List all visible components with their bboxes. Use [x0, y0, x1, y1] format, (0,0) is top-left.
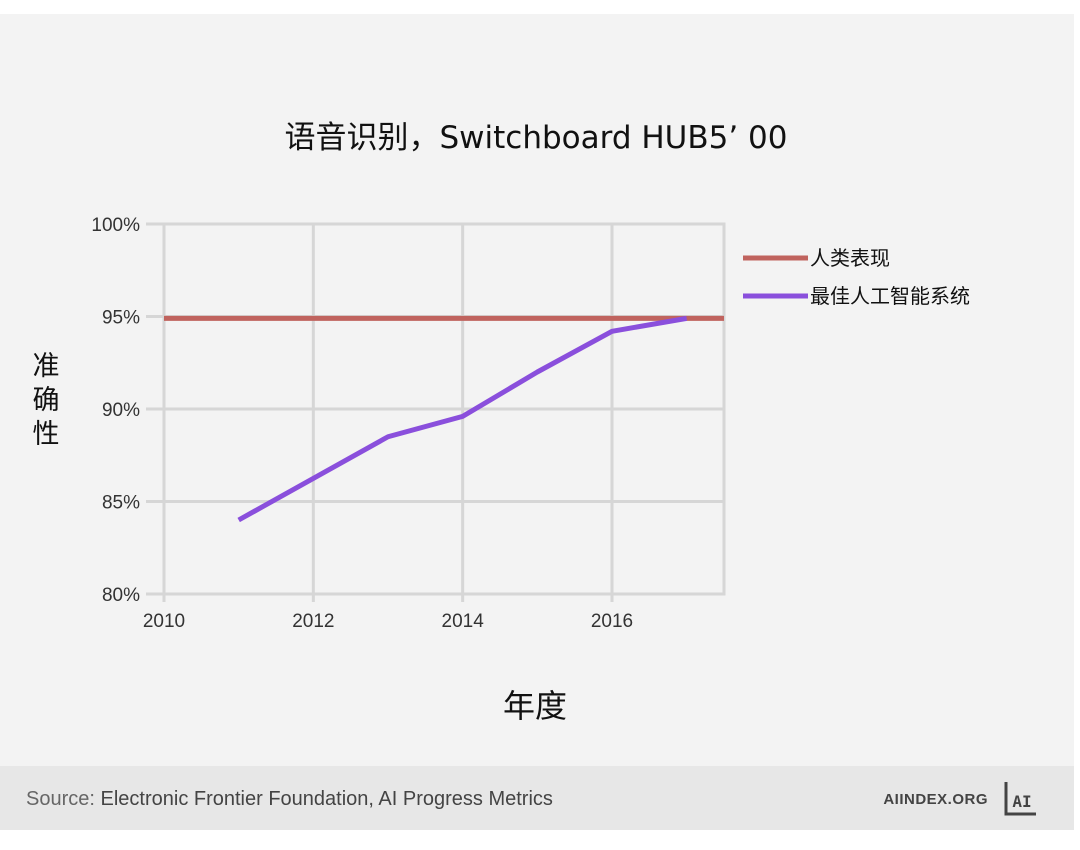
logo-lettering: AI: [1012, 792, 1031, 811]
site-link[interactable]: AIINDEX.ORG: [883, 791, 988, 808]
series-lines: [164, 315, 724, 523]
x-tick-label: 2016: [591, 611, 633, 632]
y-tick-label: 85%: [102, 493, 140, 514]
series-line-2: [237, 315, 688, 523]
legend-label: 人类表现: [810, 246, 890, 270]
source-note: Source: Electronic Frontier Foundation, …: [26, 788, 553, 811]
legend-label: 最佳人工智能系统: [810, 284, 970, 308]
source-prefix: Source:: [26, 788, 95, 810]
chart-title: 语音识别，Switchboard HUB5’ 00: [284, 120, 787, 156]
x-tick-label: 2014: [442, 611, 485, 632]
y-tick-label: 100%: [91, 215, 140, 236]
x-axis-label: 年度: [503, 687, 567, 725]
x-tick-label: 2010: [143, 611, 185, 632]
y-tick-label: 95%: [102, 308, 140, 329]
x-tick-label: 2012: [292, 611, 334, 632]
y-tick-label: 90%: [102, 400, 140, 421]
y-axis-label: 准确性: [33, 351, 60, 450]
ai-index-logo: AI: [1004, 782, 1036, 816]
axis-ticks: 80% 85% 90% 95% 100% 2010 2012 2014 2016: [91, 215, 633, 632]
y-tick-label: 80%: [102, 585, 140, 606]
source-text: Electronic Frontier Foundation, AI Progr…: [100, 788, 553, 810]
chart-svg: 语音识别，Switchboard HUB5’ 00 80% 85% 90% 95% 10…: [33, 120, 971, 725]
footer-bar: Source: Electronic Frontier Foundation, …: [0, 766, 1074, 830]
